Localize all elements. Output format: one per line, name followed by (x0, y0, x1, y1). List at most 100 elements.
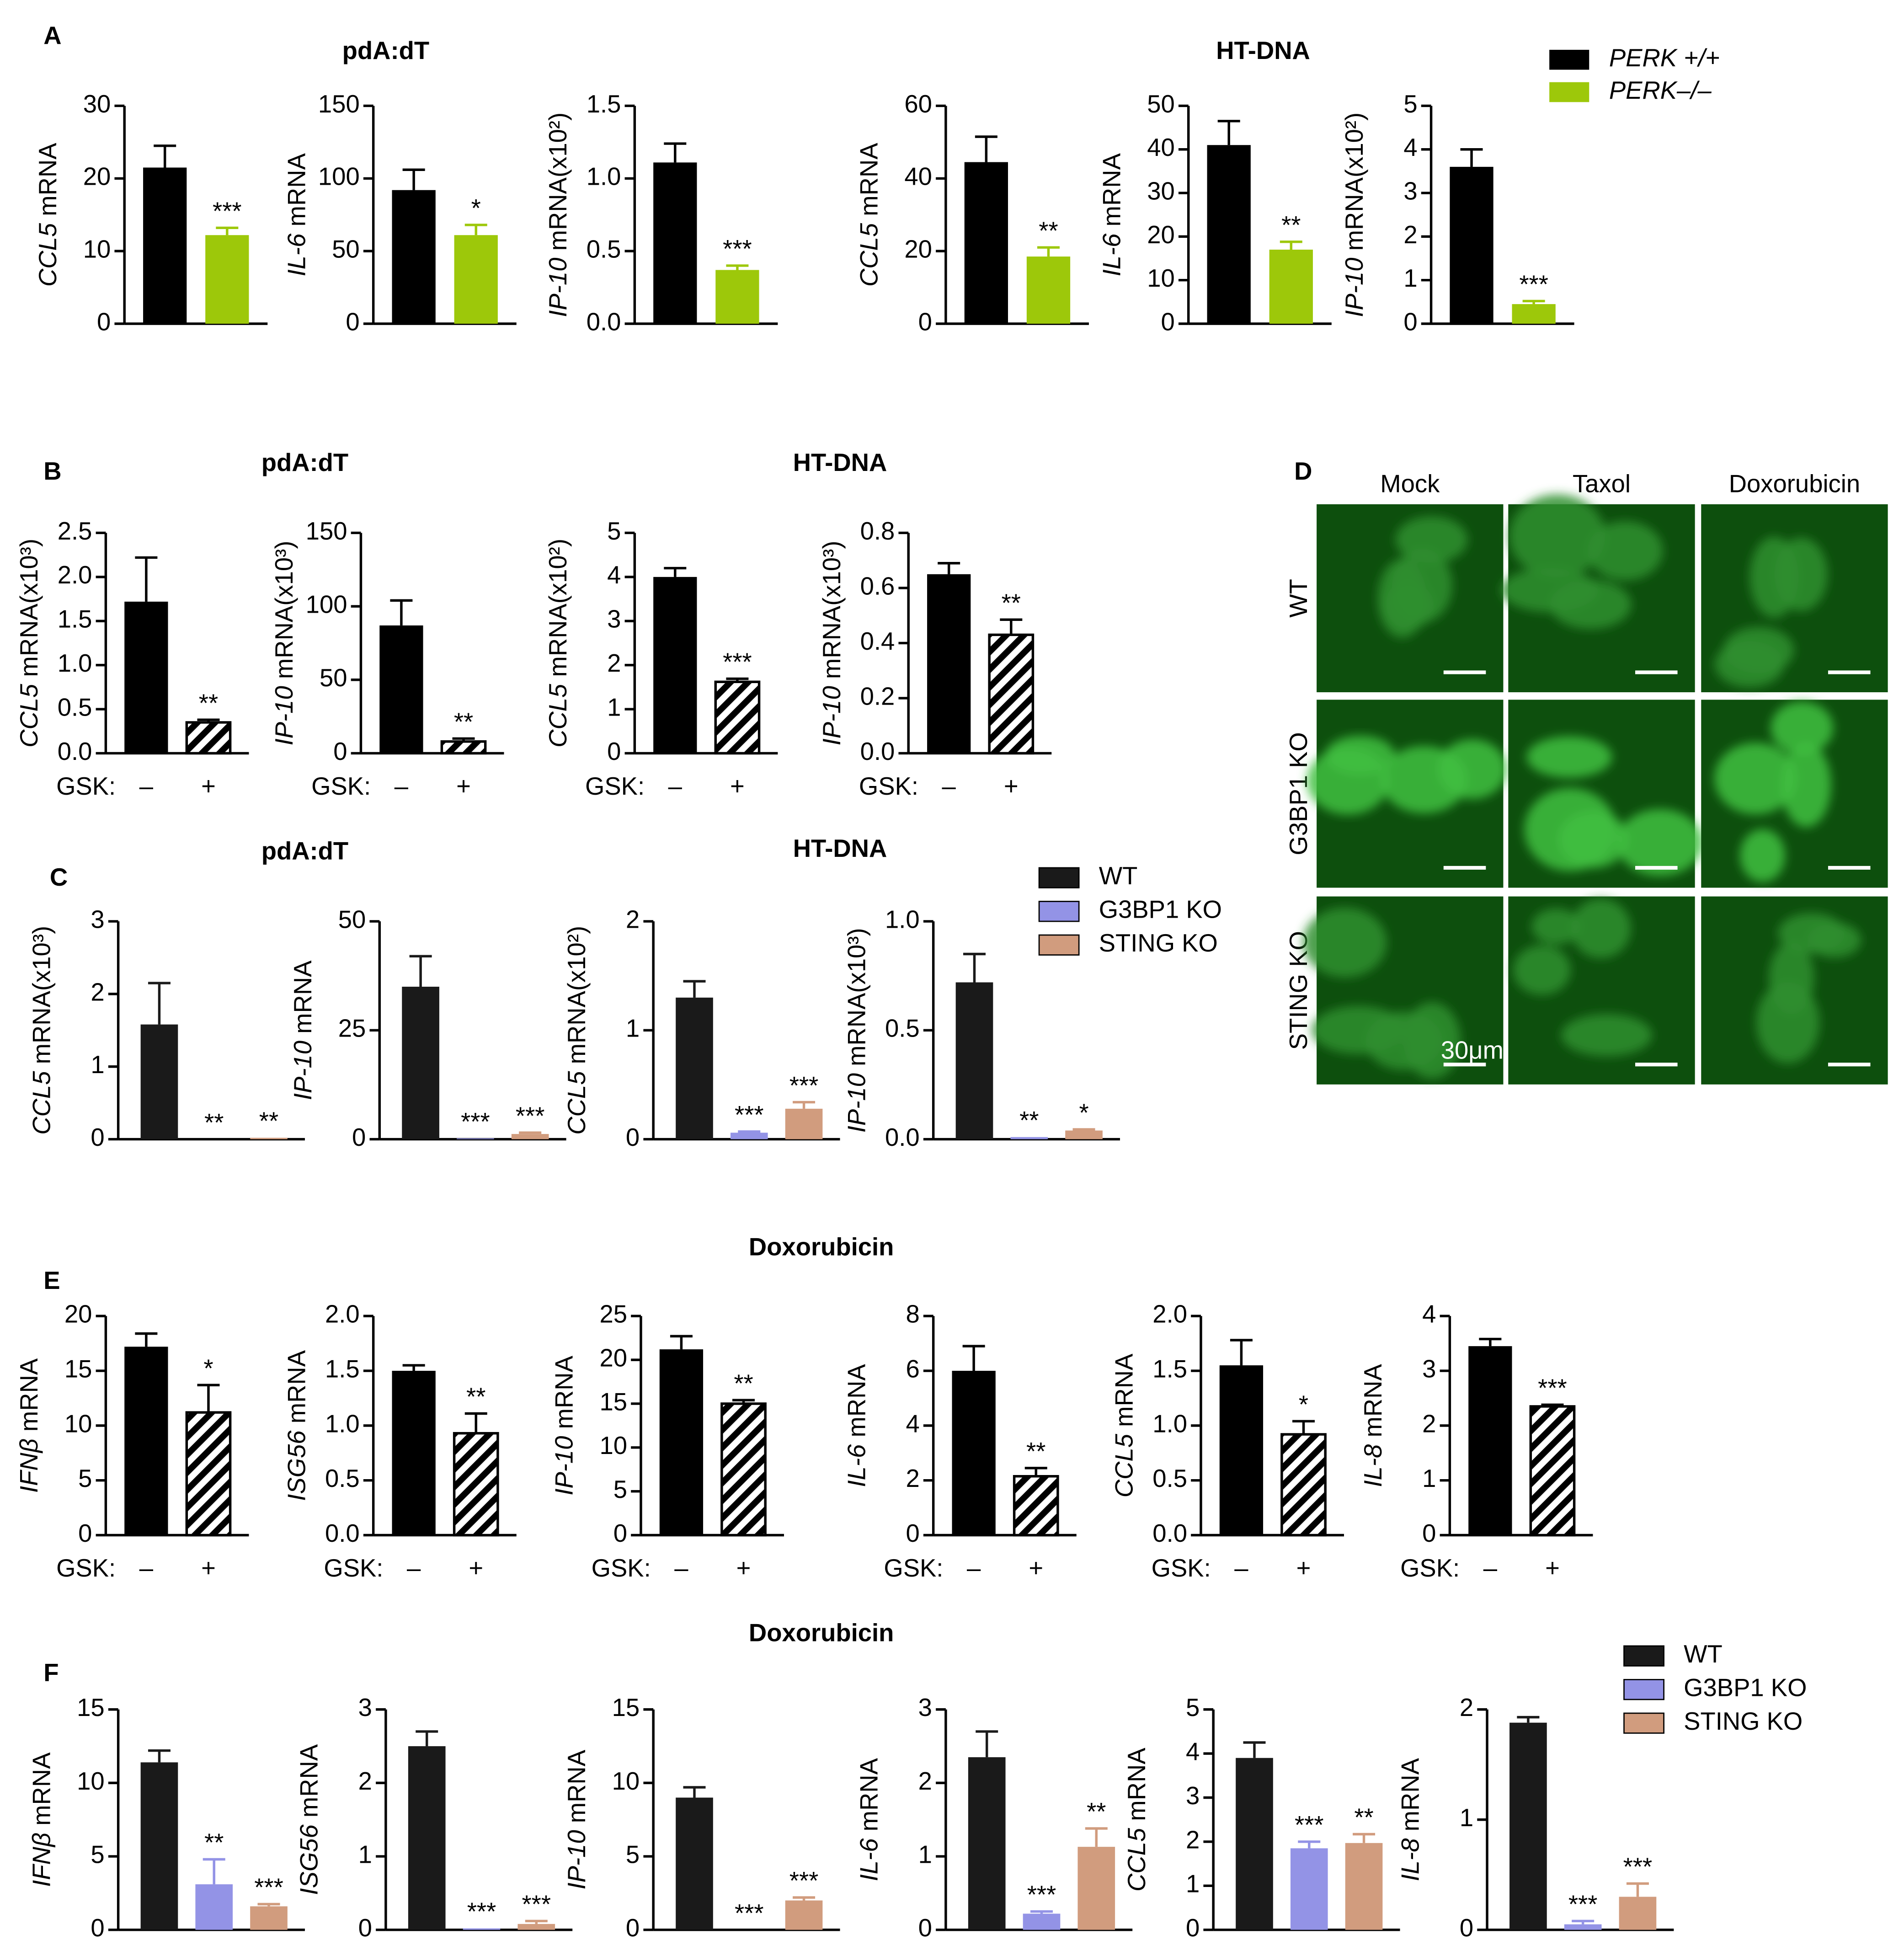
y-tick-label: 0 (91, 1123, 104, 1151)
y-axis-label: ISG56 mRNA (283, 1350, 311, 1501)
y-axis-label: ISG56 mRNA (295, 1744, 323, 1895)
cells (1501, 494, 1663, 629)
y-tick-label: 0 (1403, 308, 1417, 336)
y-tick-label: 3 (1186, 1782, 1200, 1810)
bar (968, 1757, 1006, 1930)
bar (1077, 1847, 1115, 1930)
y-tick-label: 10 (64, 1410, 92, 1438)
label-unit: mRNA(x10³) (15, 539, 43, 684)
error-bar (1024, 1467, 1047, 1476)
y-tick-label: 5 (78, 1465, 92, 1492)
cell (1403, 1002, 1461, 1079)
significance: *** (735, 1899, 764, 1927)
bar (1065, 1130, 1103, 1139)
x-axis-label: GSK: (56, 772, 116, 800)
significance: * (203, 1354, 213, 1382)
y-tick-label: 0.0 (58, 738, 92, 765)
y-axis-label: IL-6 mRNA (855, 1758, 883, 1881)
label-unit: mRNA (1123, 1748, 1151, 1828)
scale-bar-label: 30μm (1441, 1036, 1504, 1064)
cell (1781, 743, 1831, 828)
bar (408, 1746, 446, 1930)
y-tick-label: 0.0 (885, 1123, 920, 1151)
cell (1550, 580, 1632, 629)
y-tick-label: 0.8 (860, 517, 895, 545)
y-axis-label: IFNβ mRNA (15, 1358, 43, 1493)
legend-label: STING KO (1684, 1707, 1803, 1735)
bar (511, 1134, 549, 1139)
cells (1303, 908, 1461, 1079)
significance: *** (467, 1898, 496, 1925)
significance: ** (1087, 1798, 1106, 1826)
significance: *** (1295, 1811, 1324, 1839)
x-axis-label: GSK: (1400, 1554, 1460, 1582)
cell (1438, 739, 1507, 799)
gene-name: IP-10 (818, 686, 846, 745)
significance: * (1079, 1099, 1088, 1127)
x-tick-label: + (469, 1554, 483, 1582)
x-tick-label: + (1296, 1554, 1311, 1582)
label-unit: mRNA (1359, 1364, 1387, 1444)
error-bar (1479, 1337, 1502, 1347)
significance: *** (522, 1890, 551, 1918)
label-unit: mRNA(x10³) (271, 541, 299, 686)
y-tick-label: 10 (77, 1767, 105, 1795)
label-unit: mRNA(x10²) (563, 926, 591, 1071)
significance: ** (734, 1369, 753, 1397)
cells (1377, 516, 1468, 638)
bar (785, 1900, 823, 1930)
y-tick-label: 2 (1460, 1694, 1473, 1721)
legend-label: G3BP1 KO (1099, 896, 1222, 924)
y-tick-label: 0 (78, 1519, 92, 1547)
bar (659, 1349, 704, 1535)
gene-name: IP-10 (1341, 257, 1369, 317)
significance: *** (789, 1071, 819, 1099)
bar (714, 680, 761, 755)
y-tick-label: 5 (626, 1840, 640, 1868)
x-tick-label: – (395, 772, 409, 800)
bar (517, 1924, 555, 1930)
y-axis-label: IP-10 mRNA(x10³) (818, 541, 846, 746)
y-tick-label: 50 (320, 664, 347, 692)
y-tick-label: 0 (613, 1519, 627, 1547)
x-tick-label: + (456, 772, 471, 800)
error-bar (670, 1335, 693, 1350)
y-tick-label: 150 (306, 517, 347, 545)
y-tick-label: 15 (612, 1694, 640, 1721)
error-bar (1298, 1840, 1321, 1849)
error-bar (1000, 618, 1023, 635)
y-tick-label: 15 (77, 1694, 105, 1721)
y-axis-label: IL-8 mRNA (1397, 1758, 1424, 1881)
y-tick-label: 30 (1147, 177, 1175, 205)
group-title: HT-DNA (793, 834, 887, 862)
y-tick-label: 0.0 (325, 1519, 360, 1547)
error-bar (1292, 1420, 1315, 1435)
error-bar (732, 1399, 755, 1404)
bar (952, 1371, 996, 1535)
y-tick-label: 0 (333, 738, 347, 765)
y-tick-label: 0.0 (587, 308, 621, 336)
error-bar (1072, 1128, 1095, 1131)
legend-label: WT (1684, 1640, 1723, 1668)
cell (1524, 788, 1616, 871)
label-unit: mRNA (283, 1350, 311, 1430)
bar (402, 987, 439, 1139)
gene-name: IL-6 (855, 1838, 883, 1882)
y-axis-label: IL-6 mRNA (843, 1364, 871, 1487)
bar (392, 190, 436, 324)
y-tick-label: 10 (1147, 264, 1175, 292)
y-tick-label: 0 (1161, 308, 1175, 336)
error-bar (1085, 1827, 1108, 1847)
label-unit: mRNA(x10³) (843, 928, 871, 1073)
bar (927, 574, 971, 754)
x-tick-label: – (139, 1554, 154, 1582)
y-tick-label: 20 (64, 1300, 92, 1328)
bar (1450, 166, 1493, 324)
y-tick-label: 2 (918, 1767, 932, 1795)
gene-name: IP-10 (271, 686, 299, 745)
y-tick-label: 0 (91, 1914, 104, 1942)
bar (1564, 1924, 1602, 1930)
error-bar (452, 737, 475, 742)
label-unit: mRNA (1110, 1353, 1138, 1434)
gene-name: CCL5 (855, 223, 883, 287)
